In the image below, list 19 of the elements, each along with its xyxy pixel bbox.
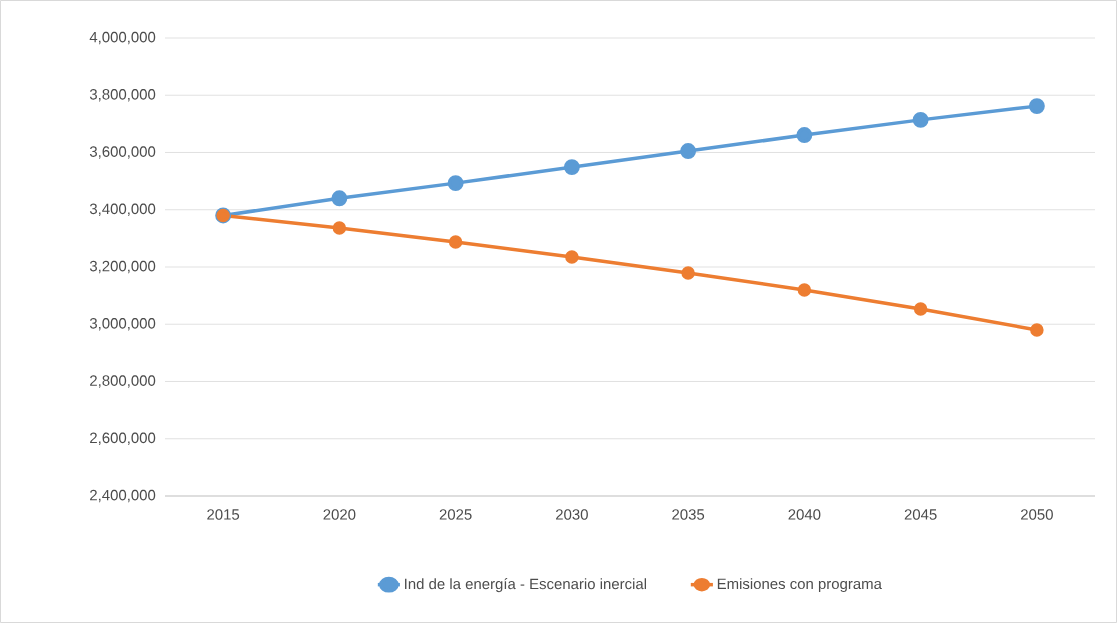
y-tick-label: 3,000,000 [89, 318, 156, 331]
y-tick-label: 3,400,000 [89, 203, 156, 216]
y-tick-label: 2,800,000 [90, 375, 156, 388]
x-tick-label: 2035 [672, 509, 705, 520]
x-tick-label: 2020 [323, 509, 356, 520]
x-tick-label: 2015 [207, 509, 240, 520]
x-tick-label: 2025 [439, 509, 472, 520]
y-tick-label: 4,000,000 [89, 31, 156, 45]
legend-label: Ind de la energía - Escenario inercial [405, 578, 647, 593]
x-tick-label: 2050 [1021, 509, 1053, 520]
y-tick-label: 3,600,000 [89, 146, 156, 159]
x-tick-label: 2030 [556, 509, 588, 520]
x-tick-label: 2040 [788, 509, 821, 520]
x-tick-label: 2045 [904, 509, 937, 520]
y-tick-label: 3,200,000 [89, 260, 156, 274]
y-tick-label: 3,800,000 [89, 89, 156, 102]
y-tick-label: 2,600,000 [90, 432, 156, 445]
y-tick-label: 2,400,000 [90, 489, 156, 503]
legend-label: Emisiones con programa [717, 578, 882, 593]
